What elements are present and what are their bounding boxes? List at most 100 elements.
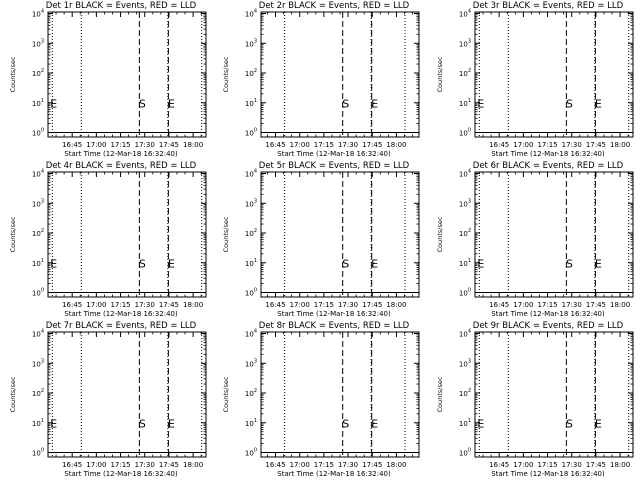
y-tick-exponent: 2 [468, 68, 471, 74]
y-tick-exponent: 1 [254, 418, 257, 424]
y-tick-label: 100 [32, 448, 44, 458]
y-tick-base: 10 [32, 40, 41, 48]
marker-label-s: S [342, 97, 349, 110]
plot-frame [474, 331, 634, 458]
marker-label-s: S [139, 97, 146, 110]
y-tick-base: 10 [32, 100, 41, 108]
y-tick-label: 103 [245, 198, 257, 208]
y-tick-exponent: 4 [41, 168, 44, 174]
y-tick-label: 104 [459, 328, 471, 338]
y-axis-label: Counts/sec [222, 376, 230, 412]
x-tick-label: 16:45 [265, 141, 285, 149]
y-tick-base: 10 [459, 390, 468, 398]
marker-label-s: S [139, 257, 146, 270]
panel-9: Det 9r BLACK = Events, RED = LLD10010110… [436, 321, 634, 478]
x-tick-label: 18:00 [610, 461, 630, 469]
x-tick-label: 18:00 [183, 141, 203, 149]
y-tick-base: 10 [32, 260, 41, 268]
y-tick-base: 10 [459, 170, 468, 178]
panel-title: Det 6r BLACK = Events, RED = LLD [473, 161, 624, 171]
y-tick-base: 10 [245, 130, 254, 138]
plot-frame [47, 331, 207, 458]
y-tick-exponent: 0 [468, 128, 471, 134]
plot-frame [474, 11, 634, 138]
y-tick-label: 100 [245, 288, 257, 298]
y-axis-label: Counts/sec [436, 376, 444, 412]
y-tick-exponent: 3 [41, 38, 44, 44]
y-tick-label: 101 [459, 98, 471, 108]
y-tick-exponent: 0 [41, 288, 44, 294]
y-tick-label: 102 [245, 388, 257, 398]
y-tick-label: 100 [459, 128, 471, 138]
y-tick-label: 103 [245, 358, 257, 368]
y-tick-label: 101 [32, 258, 44, 268]
x-tick-label: 16:45 [489, 301, 509, 309]
x-tick-label: 16:45 [489, 461, 509, 469]
y-tick-label: 102 [245, 68, 257, 78]
marker-label-e: E [477, 97, 484, 110]
y-tick-base: 10 [32, 170, 41, 178]
marker-label-e: E [477, 417, 484, 430]
marker-label-e: E [595, 417, 602, 430]
panel-title: Det 5r BLACK = Events, RED = LLD [259, 161, 410, 171]
y-tick-exponent: 1 [254, 98, 257, 104]
x-tick-label: 17:45 [159, 461, 179, 469]
x-tick-label: 17:00 [290, 141, 310, 149]
y-tick-label: 100 [245, 448, 257, 458]
x-tick-label: 17:15 [110, 461, 130, 469]
y-tick-label: 100 [459, 448, 471, 458]
y-tick-base: 10 [245, 230, 254, 238]
x-tick-label: 16:45 [265, 301, 285, 309]
x-tick-label: 17:30 [135, 141, 155, 149]
y-tick-label: 100 [32, 288, 44, 298]
marker-label-e: E [371, 417, 378, 430]
y-tick-base: 10 [32, 330, 41, 338]
x-tick-label: 17:15 [110, 301, 130, 309]
x-tick-label: 18:00 [610, 141, 630, 149]
y-tick-exponent: 2 [41, 68, 44, 74]
y-tick-label: 104 [32, 168, 44, 178]
marker-label-e: E [168, 257, 175, 270]
y-tick-label: 101 [245, 258, 257, 268]
y-tick-exponent: 1 [41, 418, 44, 424]
y-tick-exponent: 0 [254, 128, 257, 134]
y-tick-exponent: 3 [41, 358, 44, 364]
y-tick-base: 10 [245, 40, 254, 48]
y-tick-label: 101 [32, 418, 44, 428]
x-tick-label: 18:00 [183, 301, 203, 309]
x-tick-label: 17:45 [586, 141, 606, 149]
panel-1: Det 1r BLACK = Events, RED = LLD10010110… [9, 1, 207, 158]
plot-frame [47, 11, 207, 138]
x-tick-label: 17:30 [338, 141, 358, 149]
x-axis-label: Start Time (12-Mar-18 16:32:40) [277, 470, 391, 478]
x-tick-label: 18:00 [183, 461, 203, 469]
y-tick-base: 10 [459, 450, 468, 458]
x-tick-label: 18:00 [610, 301, 630, 309]
marker-label-s: S [566, 257, 573, 270]
x-tick-label: 17:30 [135, 461, 155, 469]
marker-label-e: E [371, 97, 378, 110]
y-tick-exponent: 1 [254, 258, 257, 264]
panel-title: Det 2r BLACK = Events, RED = LLD [259, 1, 410, 11]
y-tick-label: 104 [32, 328, 44, 338]
y-tick-exponent: 3 [41, 198, 44, 204]
plot-frame [47, 171, 207, 298]
y-tick-exponent: 4 [254, 168, 257, 174]
y-tick-label: 100 [459, 288, 471, 298]
y-tick-exponent: 0 [254, 448, 257, 454]
y-tick-base: 10 [459, 330, 468, 338]
marker-label-e: E [168, 97, 175, 110]
y-tick-base: 10 [245, 10, 254, 18]
x-tick-label: 18:00 [386, 461, 406, 469]
y-tick-base: 10 [245, 290, 254, 298]
y-tick-label: 104 [245, 168, 257, 178]
y-tick-base: 10 [459, 290, 468, 298]
y-tick-label: 103 [32, 38, 44, 48]
marker-label-s: S [566, 417, 573, 430]
x-tick-label: 17:30 [562, 461, 582, 469]
y-tick-base: 10 [245, 420, 254, 428]
x-tick-label: 17:15 [314, 141, 334, 149]
x-tick-label: 16:45 [62, 301, 82, 309]
y-axis-label: Counts/sec [222, 216, 230, 252]
panel-title: Det 8r BLACK = Events, RED = LLD [259, 321, 410, 331]
